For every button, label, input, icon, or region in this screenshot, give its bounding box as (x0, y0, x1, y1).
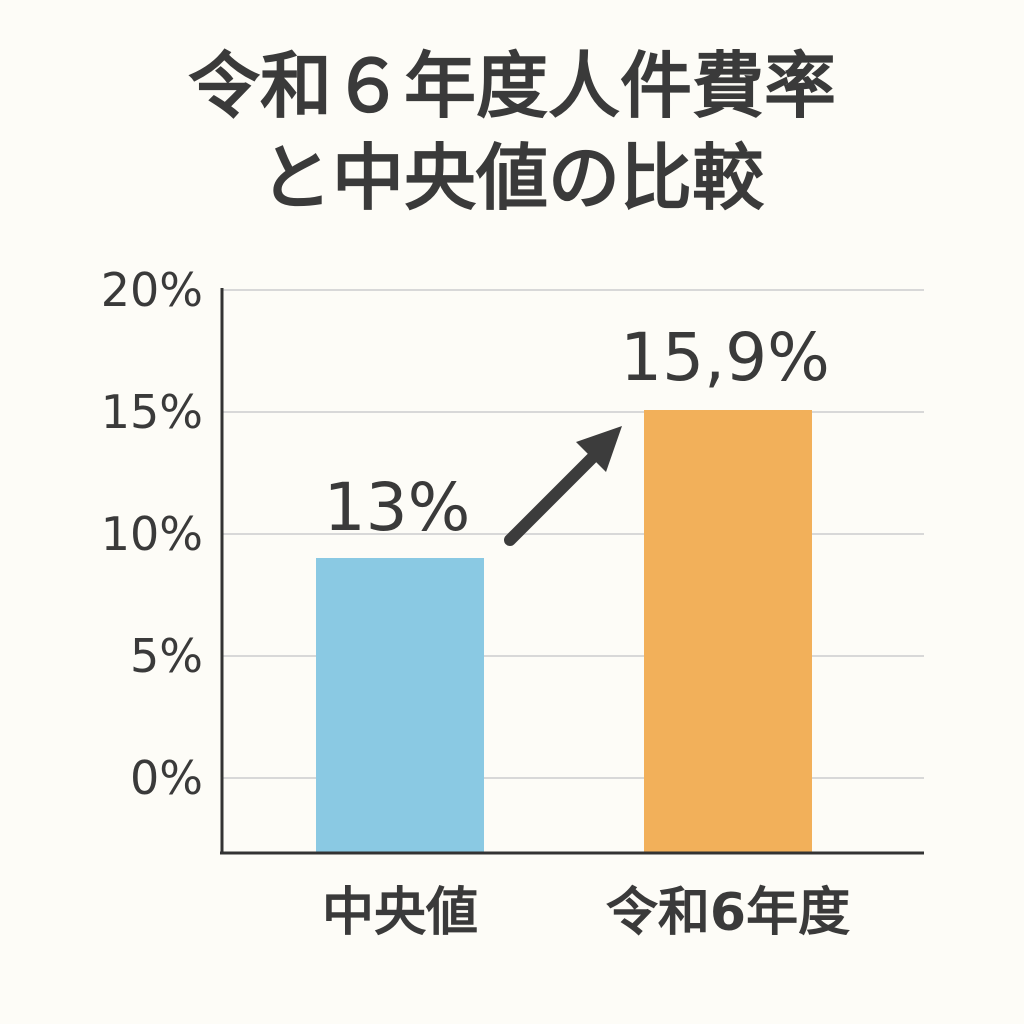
bar (644, 410, 812, 853)
y-tick-label: 5% (130, 629, 203, 683)
y-tick-label: 15% (101, 385, 203, 439)
y-tick-label: 20% (101, 263, 203, 317)
axes (220, 288, 924, 855)
data-label: 13% (324, 469, 471, 546)
up-arrow-icon (504, 426, 622, 546)
chart-title: 令和６年度人件費率 と中央値の比較 (0, 40, 1024, 224)
chart-title-line-2: と中央値の比較 (259, 136, 764, 220)
data-label: 15,9% (620, 319, 830, 396)
category-label: 中央値 (322, 883, 478, 943)
bars (316, 410, 812, 853)
category-label: 令和6年度 (606, 883, 850, 943)
y-tick-label: 10% (101, 507, 203, 561)
y-tick-label: 0% (130, 751, 203, 805)
bar (316, 558, 484, 853)
chart-title-line-1: 令和６年度人件費率 (187, 44, 836, 128)
data-labels: 13% 15,9% (324, 319, 830, 546)
category-labels: 中央値 令和6年度 (322, 883, 850, 943)
y-tick-labels: 0% 5% 10% 15% 20% (101, 263, 203, 805)
